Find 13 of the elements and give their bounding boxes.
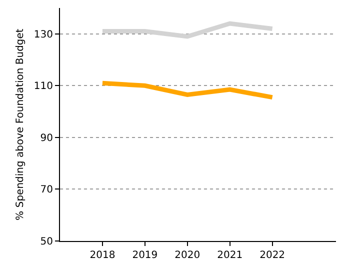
y-tick-label: 110 (34, 81, 53, 92)
y-axis-title: % Spending above Foundation Budget (14, 28, 26, 220)
x-tick-label: 2022 (260, 250, 286, 261)
y-tick-label: 130 (34, 29, 53, 40)
line-series (100, 80, 275, 100)
y-tick-label: 70 (40, 184, 53, 196)
x-tick-label: 2018 (90, 250, 116, 261)
y-tick-label: 50 (40, 236, 53, 248)
y-tick-label: 90 (40, 132, 53, 144)
x-tick-label: 2019 (132, 250, 158, 261)
line-series (100, 21, 275, 39)
x-tick-label: 2020 (174, 250, 200, 261)
x-tick-label: 2021 (217, 250, 243, 261)
